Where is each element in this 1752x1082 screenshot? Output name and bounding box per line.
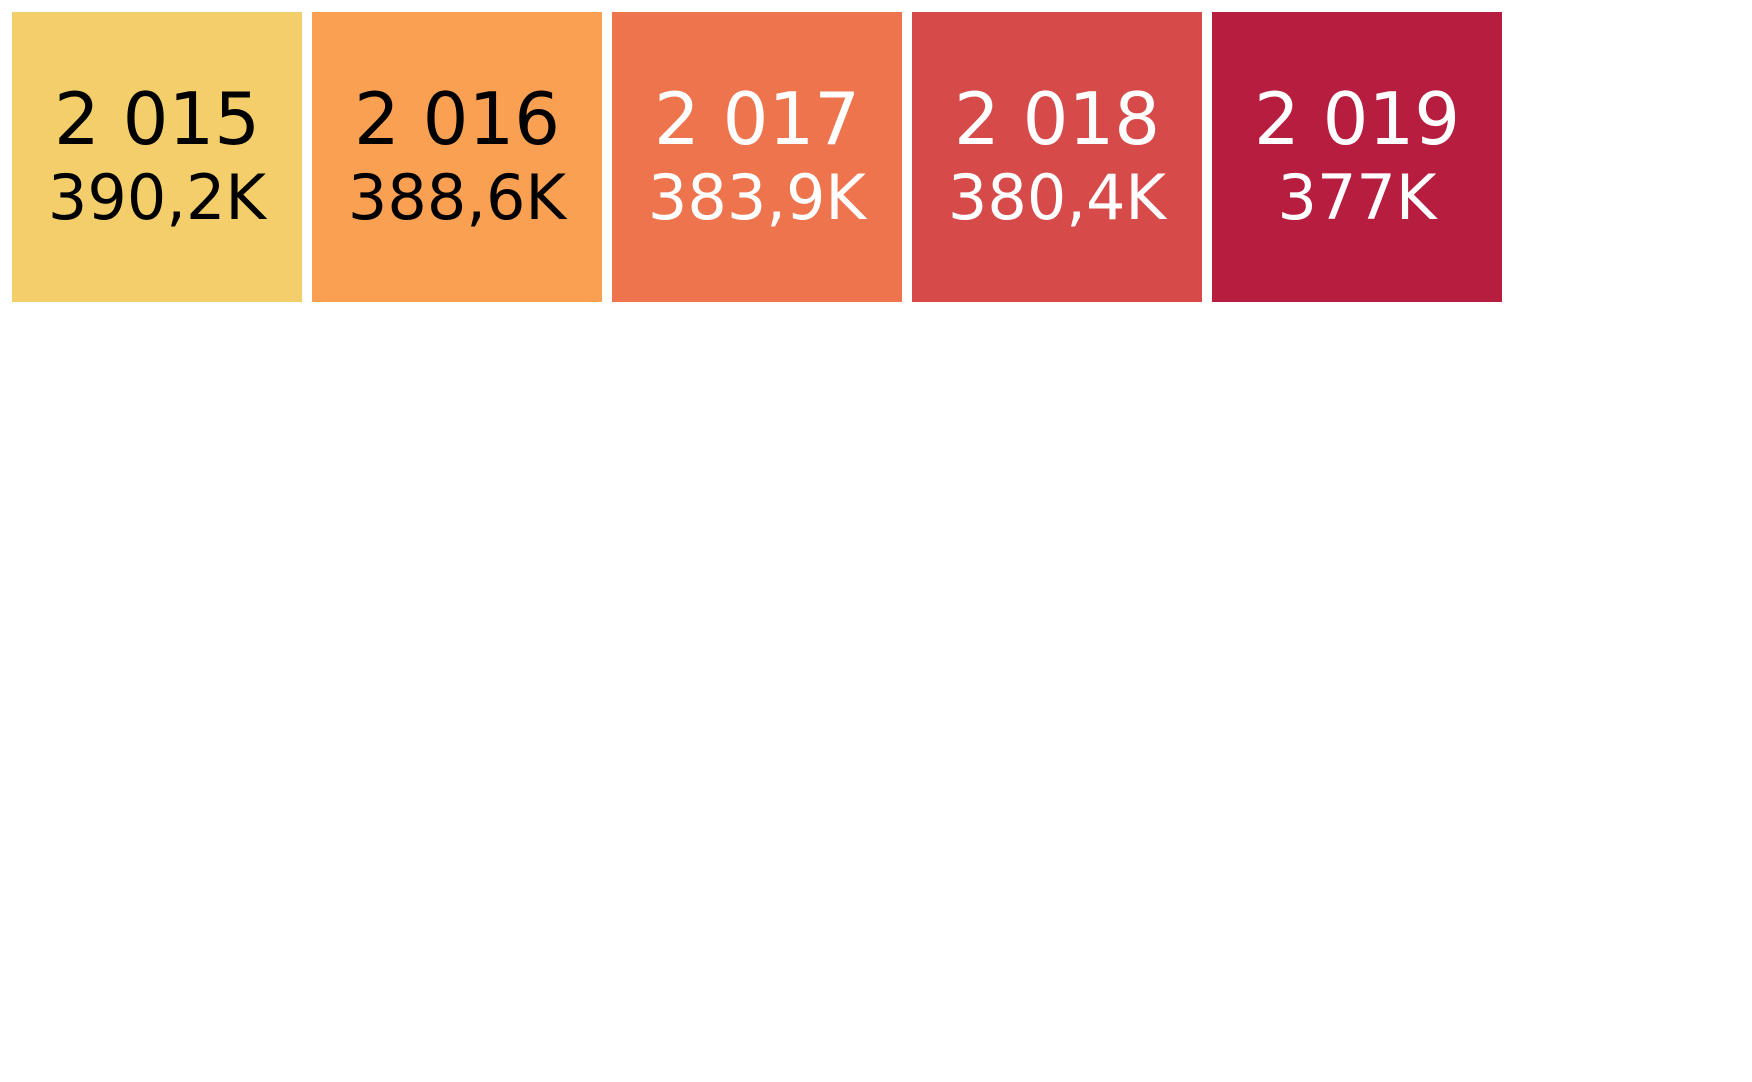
card-value: 388,6K <box>347 160 567 234</box>
year-value-cards: 2 015 390,2K 2 016 388,6K 2 017 383,9K 2… <box>12 12 1502 302</box>
card-year: 2 017 <box>653 77 861 162</box>
card-2018[interactable]: 2 018 380,4K <box>912 12 1202 302</box>
card-value: 380,4K <box>947 160 1167 234</box>
card-value: 377K <box>1277 160 1437 234</box>
card-value: 390,2K <box>47 160 267 234</box>
card-year: 2 019 <box>1253 77 1461 162</box>
card-2019[interactable]: 2 019 377K <box>1212 12 1502 302</box>
card-year: 2 018 <box>953 77 1161 162</box>
card-value: 383,9K <box>647 160 867 234</box>
card-2015[interactable]: 2 015 390,2K <box>12 12 302 302</box>
card-2017[interactable]: 2 017 383,9K <box>612 12 902 302</box>
card-2016[interactable]: 2 016 388,6K <box>312 12 602 302</box>
card-year: 2 015 <box>53 77 261 162</box>
card-year: 2 016 <box>353 77 561 162</box>
